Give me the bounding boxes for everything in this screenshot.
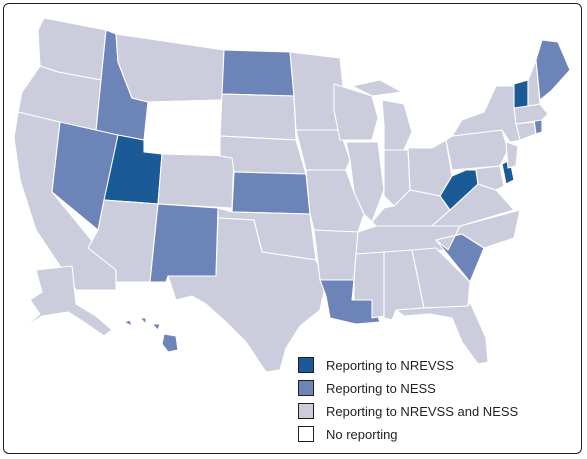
state-NJ	[505, 141, 519, 169]
state-GA	[411, 247, 471, 309]
state-MT	[115, 33, 225, 103]
state-AK	[21, 265, 113, 337]
state-HI	[123, 317, 179, 353]
state-IL	[345, 141, 385, 223]
legend-label: Reporting to NREVSS	[326, 357, 454, 373]
state-FL	[395, 301, 489, 365]
state-LA	[319, 279, 381, 325]
state-ND	[221, 49, 295, 97]
state-RI	[533, 119, 543, 135]
state-MO	[305, 169, 365, 233]
state-CO	[157, 153, 235, 209]
legend-item-both: Reporting to NREVSS and NESS	[298, 401, 558, 421]
state-NM	[149, 203, 219, 283]
legend: Reporting to NREVSS Reporting to NESS Re…	[298, 355, 558, 447]
legend-swatch-nrevss	[298, 357, 314, 373]
state-KS	[231, 171, 311, 215]
legend-swatch-both	[298, 403, 314, 419]
state-ME	[535, 39, 571, 101]
state-VT	[513, 79, 529, 109]
legend-item-ness: Reporting to NESS	[298, 378, 558, 398]
state-MD	[465, 165, 505, 191]
state-SD	[219, 93, 297, 141]
legend-swatch-ness	[298, 380, 314, 396]
legend-item-none: No reporting	[298, 424, 558, 444]
legend-label: No reporting	[326, 426, 398, 442]
state-TX	[167, 217, 327, 373]
legend-item-nrevss: Reporting to NREVSS	[298, 355, 558, 375]
state-CT	[515, 121, 537, 141]
state-WY	[143, 99, 223, 155]
state-IA	[295, 129, 351, 171]
legend-label: Reporting to NREVSS and NESS	[326, 403, 519, 419]
legend-label: Reporting to NESS	[326, 380, 436, 396]
state-AR	[313, 229, 359, 281]
legend-swatch-none	[298, 426, 314, 442]
